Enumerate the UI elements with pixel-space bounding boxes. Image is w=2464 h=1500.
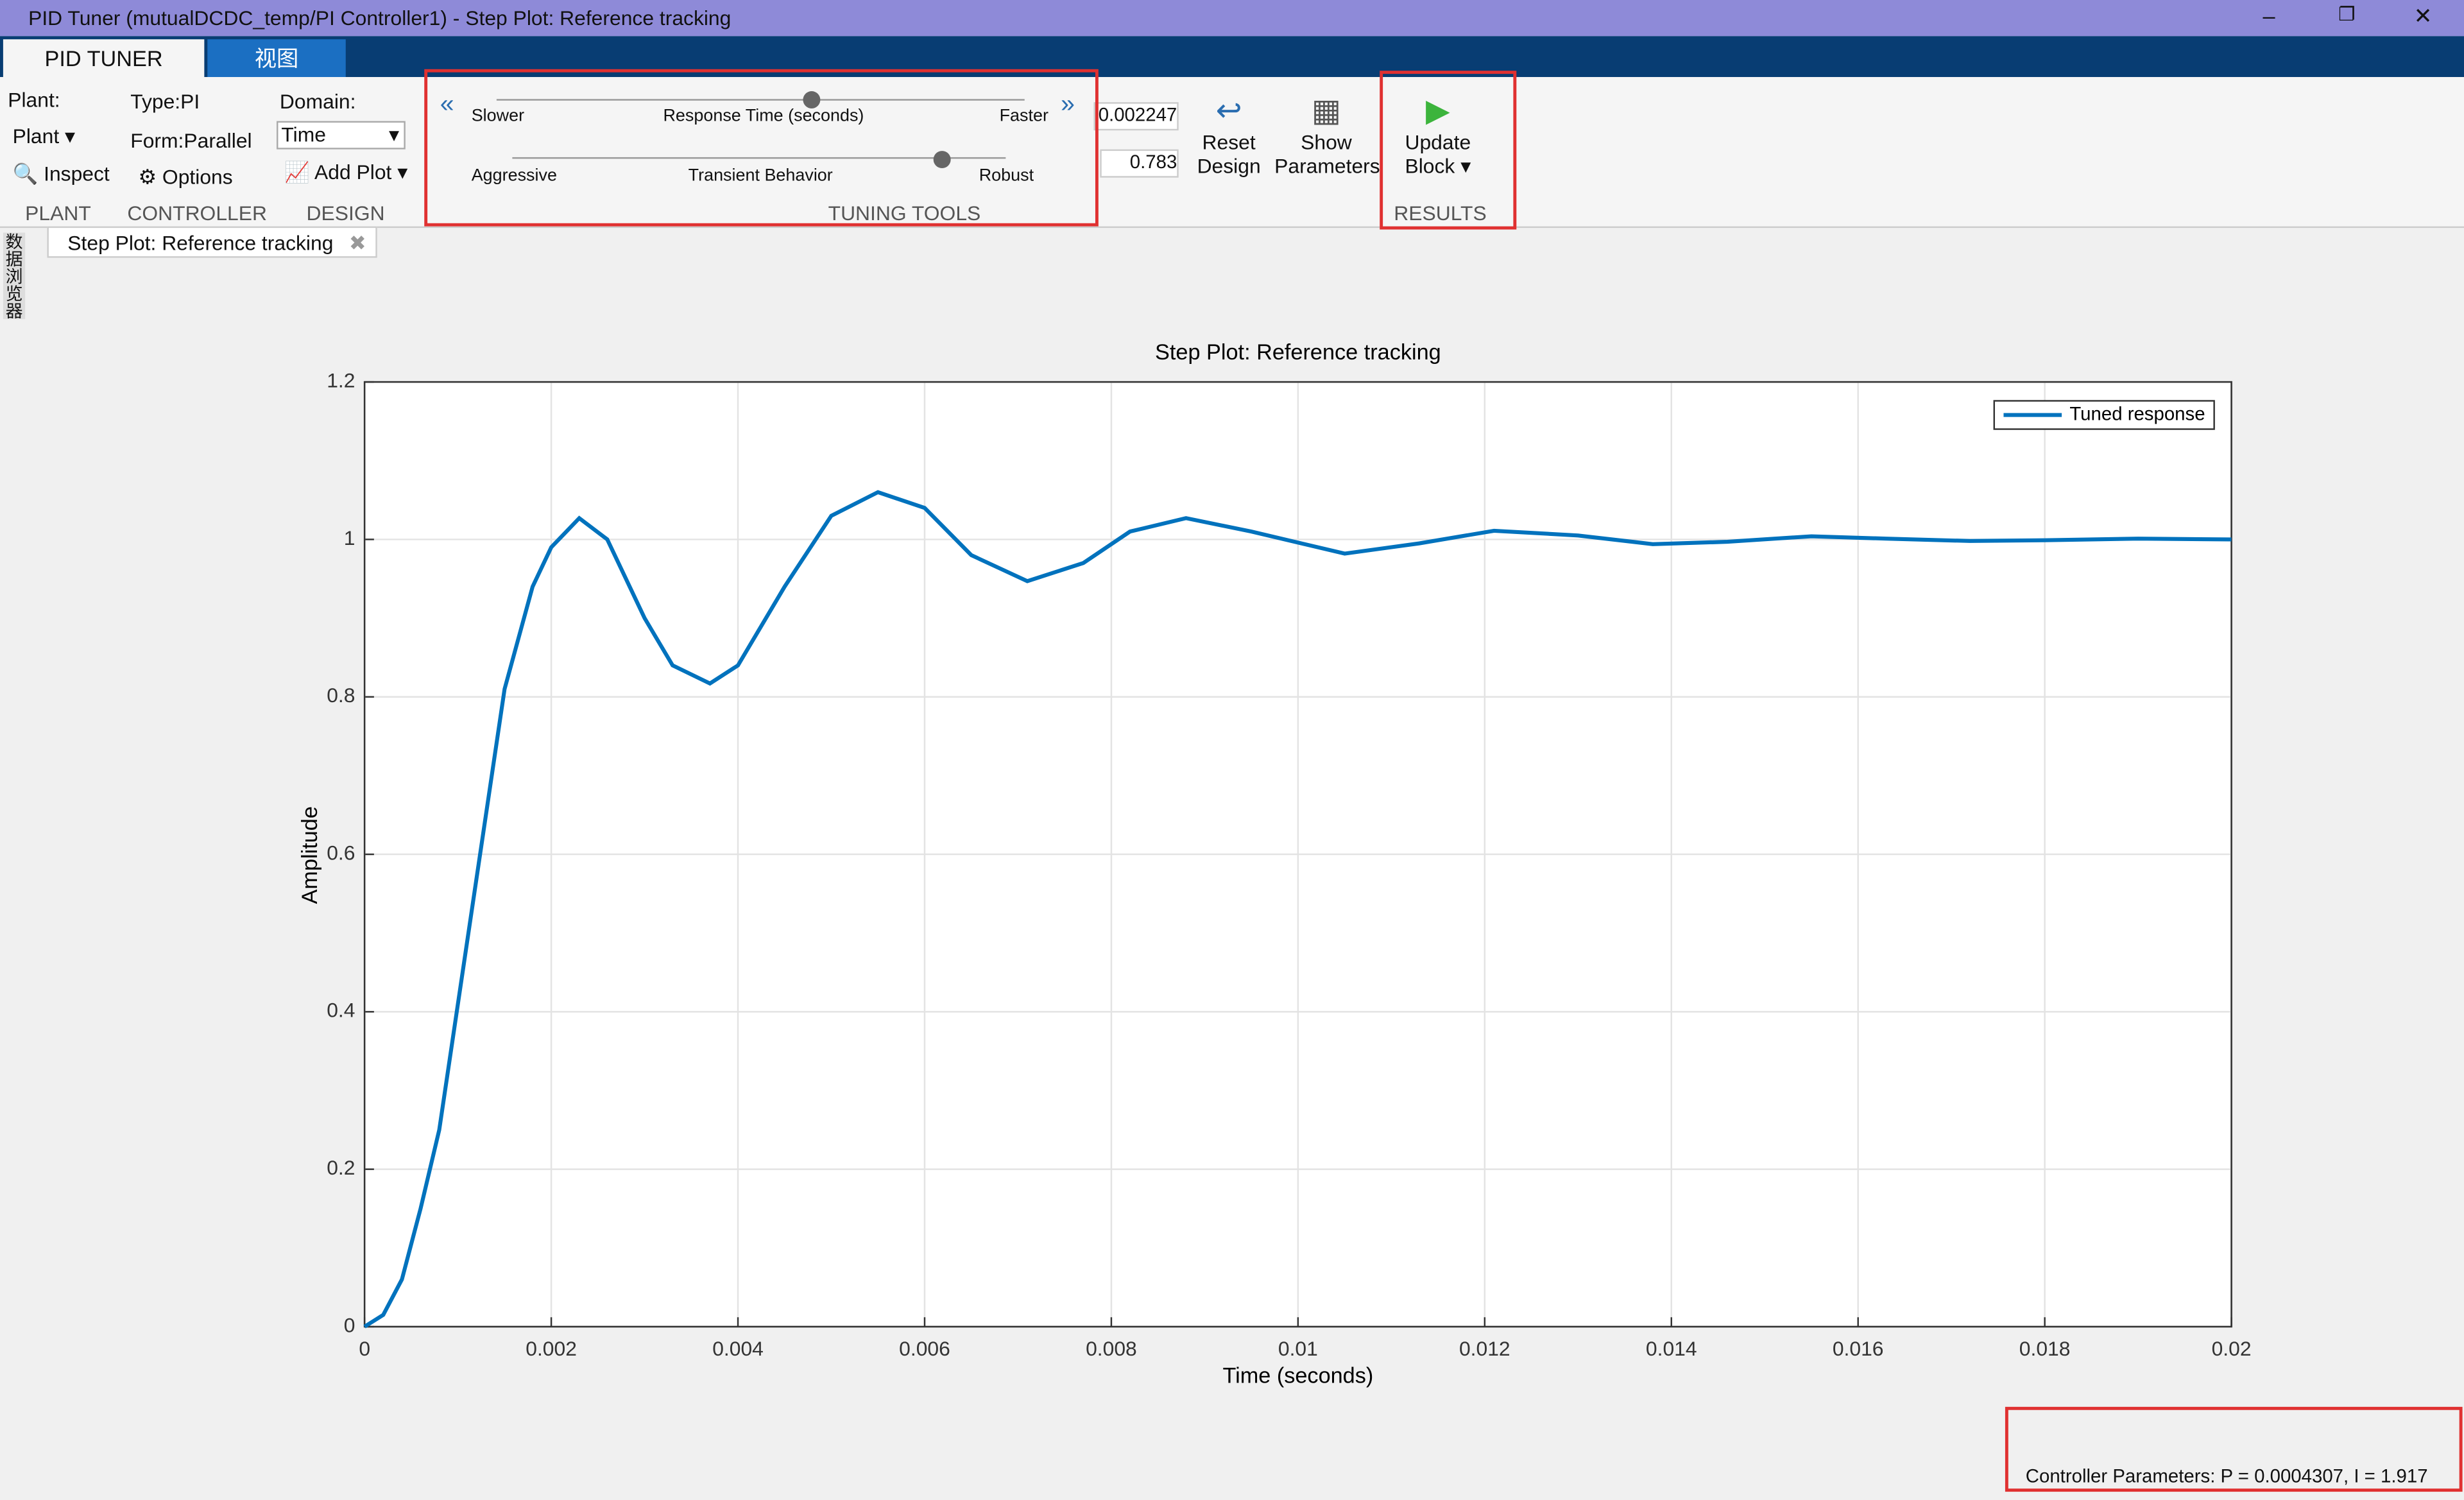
label: Parameters	[1274, 154, 1380, 178]
value: Parallel	[184, 128, 252, 153]
x-tick-label: 0.002	[526, 1337, 577, 1360]
highlight-box	[2005, 1406, 2463, 1492]
x-tick-label: 0.006	[899, 1337, 950, 1360]
label: Plant:	[8, 88, 60, 112]
slider-track	[512, 157, 1006, 159]
y-tick-label: 0.2	[327, 1156, 355, 1179]
value: PI	[180, 89, 200, 114]
label: Add Plot	[314, 160, 392, 184]
title-bar	[0, 0, 2464, 37]
highlight-box	[424, 69, 1099, 227]
chart-title: Step Plot: Reference tracking	[1155, 340, 1441, 365]
side-panel[interactable]: 数据浏览器	[3, 232, 26, 320]
y-tick-label: 0	[344, 1313, 355, 1336]
slider-knob[interactable]	[933, 151, 951, 169]
toolstrip	[0, 77, 2464, 228]
dropdown[interactable]: Time ▾	[277, 121, 406, 150]
label: Step Plot: Reference tracking	[67, 231, 334, 255]
x-tick-label: 0.02	[2212, 1337, 2252, 1360]
window-title: PID Tuner (mutualDCDC_temp/PI Controller…	[28, 6, 732, 30]
label: Form:	[130, 128, 184, 153]
arrow[interactable]: »	[1061, 91, 1075, 118]
button[interactable]: 🔍 Inspect	[12, 162, 110, 185]
spin-box[interactable]: 0.783	[1100, 149, 1179, 178]
label: Type:	[130, 89, 181, 114]
group-label: DESIGN	[306, 201, 385, 225]
y-tick-label: 1.2	[327, 369, 355, 392]
legend-label: Tuned response	[2069, 403, 2205, 424]
button[interactable]: ⚙ Options	[138, 165, 233, 189]
document-tab[interactable]: Step Plot: Reference tracking ✖	[47, 226, 377, 258]
x-tick-label: 0.01	[1278, 1337, 1318, 1360]
label: Reset	[1202, 130, 1256, 155]
y-tick-label: 1	[344, 526, 355, 549]
label: Domain:	[279, 89, 356, 114]
y-axis-label: Amplitude	[298, 806, 322, 904]
label: Faster	[999, 107, 1048, 126]
label: Show	[1301, 130, 1352, 155]
label: Update	[1405, 130, 1471, 155]
label: Type:PI	[130, 90, 200, 114]
group-label: CONTROLLER	[127, 201, 267, 225]
tab[interactable]: PID TUNER	[3, 39, 205, 78]
slider-knob[interactable]	[803, 91, 821, 108]
status: Controller Parameters: P = 0.0004307, I …	[2025, 1465, 2428, 1487]
label: Robust	[979, 166, 1034, 185]
line	[363, 490, 2232, 1329]
group-label: RESULTS	[1394, 201, 1487, 225]
label: Slower	[471, 107, 525, 126]
plot-border	[363, 381, 2232, 1328]
x-tick-label: 0.014	[1646, 1337, 1697, 1360]
label: Plant	[12, 124, 60, 148]
group-label: TUNING TOOLS	[828, 201, 981, 225]
dropdown[interactable]: Plant ▾	[12, 124, 76, 148]
button[interactable]: ▶ Update Block ▾	[1396, 91, 1480, 179]
x-axis-label: Time (seconds)	[1222, 1363, 1373, 1388]
label: Response Time (seconds)	[663, 107, 864, 126]
x-tick-label: 0.016	[1833, 1337, 1884, 1360]
x-tick-label: 0.008	[1086, 1337, 1137, 1360]
label: Block	[1405, 154, 1455, 178]
label: Design	[1197, 154, 1261, 178]
value: Time	[281, 123, 326, 146]
button[interactable]: 📈 Add Plot ▾	[284, 160, 408, 184]
label: Form:Parallel	[130, 129, 252, 153]
label: Inspect	[44, 162, 110, 185]
close[interactable]: ✕	[2413, 3, 2433, 29]
y-tick-label: 0.6	[327, 841, 355, 864]
label: Options	[162, 165, 233, 189]
slider-track	[496, 99, 1025, 101]
group-label: PLANT	[25, 201, 91, 225]
minimize[interactable]: –	[2263, 3, 2275, 29]
button[interactable]: ↩ Reset Design	[1194, 91, 1263, 178]
x-tick-label: 0.018	[2019, 1337, 2071, 1360]
x-tick-label: 0.012	[1459, 1337, 1510, 1360]
highlight-box	[1380, 71, 1517, 230]
spin-box[interactable]: 0.002247	[1093, 102, 1179, 131]
arrow[interactable]: «	[440, 91, 454, 118]
label: Aggressive	[471, 166, 557, 185]
x-tick-label: 0.004	[712, 1337, 764, 1360]
y-tick-label: 0.4	[327, 999, 355, 1022]
button[interactable]: ▦ Show Parameters	[1274, 94, 1380, 178]
x-tick-label: 0	[359, 1337, 370, 1360]
tab[interactable]: 视图	[207, 39, 346, 78]
tab-bar	[0, 36, 2464, 78]
restore[interactable]: ❐	[2338, 3, 2356, 26]
y-tick-label: 0.8	[327, 684, 355, 707]
label: Transient Behavior	[688, 166, 833, 185]
